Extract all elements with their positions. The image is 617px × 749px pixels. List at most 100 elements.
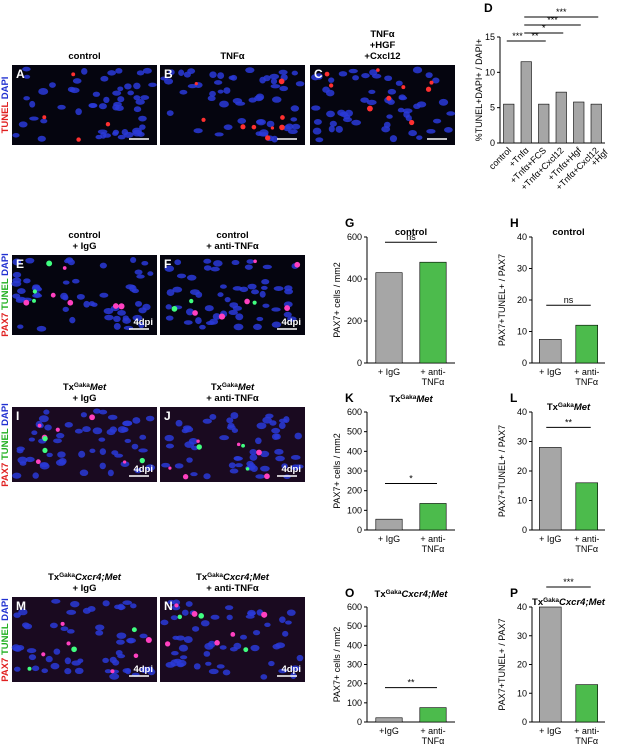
nucleus xyxy=(223,124,233,130)
signal-spot xyxy=(133,653,139,659)
nucleus xyxy=(170,615,178,621)
nucleus xyxy=(262,264,272,270)
bar xyxy=(590,103,602,144)
label-segment: Tx xyxy=(389,394,401,405)
nucleus xyxy=(274,433,281,440)
nucleus xyxy=(64,422,73,428)
nucleus xyxy=(248,97,257,103)
nucleus xyxy=(127,638,134,644)
nucleus xyxy=(343,114,351,120)
nucleus xyxy=(286,609,296,616)
nucleus xyxy=(271,427,281,434)
nucleus xyxy=(219,645,227,650)
label-segment: +HGF xyxy=(370,40,396,51)
y-tick-label: 0 xyxy=(357,358,362,368)
nucleus xyxy=(134,269,143,275)
nucleus xyxy=(92,91,101,97)
significance-label: ns xyxy=(406,232,416,242)
y-tick-label: 100 xyxy=(347,505,362,515)
nucleus xyxy=(117,654,126,659)
nucleus xyxy=(23,278,31,284)
nucleus xyxy=(260,285,268,290)
label-segment: Tx xyxy=(196,572,208,583)
nucleus xyxy=(98,409,108,415)
nucleus xyxy=(181,609,189,616)
nucleus xyxy=(255,437,262,445)
nucleus xyxy=(50,662,60,670)
x-tick-label: TNFα xyxy=(422,736,445,746)
nucleus xyxy=(117,134,126,140)
nucleus xyxy=(172,599,181,606)
panel-letter: I xyxy=(16,409,19,423)
signal-spot xyxy=(164,641,171,647)
y-tick-label: 10 xyxy=(517,327,527,337)
nucleus xyxy=(139,633,148,639)
panel-letter: J xyxy=(164,409,171,423)
signal-spot xyxy=(122,460,127,464)
signal-spot xyxy=(279,124,285,131)
micrograph xyxy=(11,255,157,335)
nucleus xyxy=(64,258,71,264)
nucleus xyxy=(174,463,184,469)
nucleus xyxy=(117,86,124,92)
label-line: TxGakaCxcr4;Met xyxy=(48,572,122,584)
nucleus xyxy=(228,75,235,80)
label-segment: Gaka xyxy=(222,382,238,389)
nucleus xyxy=(205,321,215,326)
y-axis-label: %TUNEL+DAPI+ / DAPI+ xyxy=(474,39,484,142)
nucleus xyxy=(200,620,210,627)
nucleus xyxy=(209,71,217,79)
nucleus xyxy=(120,461,130,467)
bar xyxy=(375,272,403,364)
bar xyxy=(538,103,550,144)
nucleus xyxy=(97,129,108,135)
nucleus xyxy=(260,450,270,458)
y-tick-label: 20 xyxy=(517,660,527,670)
y-tick-label: 200 xyxy=(347,316,362,326)
bar xyxy=(555,91,567,144)
nucleus xyxy=(23,96,30,101)
y-tick-label: 200 xyxy=(347,679,362,689)
nucleus xyxy=(116,639,125,645)
nucleus xyxy=(11,280,22,287)
panel-letter: C xyxy=(314,67,323,81)
label-line: TxGakaMet xyxy=(211,382,255,394)
nucleus xyxy=(226,425,236,430)
nucleus xyxy=(246,259,255,264)
micrograph xyxy=(160,65,305,145)
y-tick-label: 40 xyxy=(517,232,527,242)
micrograph xyxy=(160,597,305,682)
chart-letter: H xyxy=(510,216,519,230)
nucleus xyxy=(199,324,206,330)
nucleus xyxy=(256,119,265,124)
nucleus xyxy=(229,468,239,474)
nucleus xyxy=(195,291,203,298)
nucleus xyxy=(290,454,301,460)
nucleus xyxy=(44,424,52,431)
nucleus xyxy=(187,68,196,74)
signal-spot xyxy=(37,423,42,428)
nucleus xyxy=(294,432,302,440)
signal-spot xyxy=(76,137,81,142)
y-tick-label: 200 xyxy=(347,486,362,496)
label-line: control xyxy=(216,230,248,241)
row-label-segment: DAPI xyxy=(0,253,11,276)
nucleus xyxy=(117,426,127,433)
nucleus xyxy=(360,97,369,103)
nucleus xyxy=(161,462,171,468)
significance-label: ** xyxy=(565,417,573,427)
nucleus xyxy=(81,67,88,75)
chart-letter: P xyxy=(510,586,518,600)
nucleus xyxy=(291,70,298,76)
nucleus xyxy=(322,86,330,93)
y-tick-label: 400 xyxy=(347,446,362,456)
nucleus xyxy=(230,412,239,419)
nucleus xyxy=(172,286,183,293)
nucleus xyxy=(232,305,243,311)
nucleus xyxy=(26,648,37,654)
scale-label: 4dpi xyxy=(133,464,153,475)
signal-spot xyxy=(270,126,275,130)
y-tick-label: 30 xyxy=(517,437,527,447)
x-tick-label: + IgG xyxy=(539,534,561,544)
signal-spot xyxy=(110,669,115,674)
